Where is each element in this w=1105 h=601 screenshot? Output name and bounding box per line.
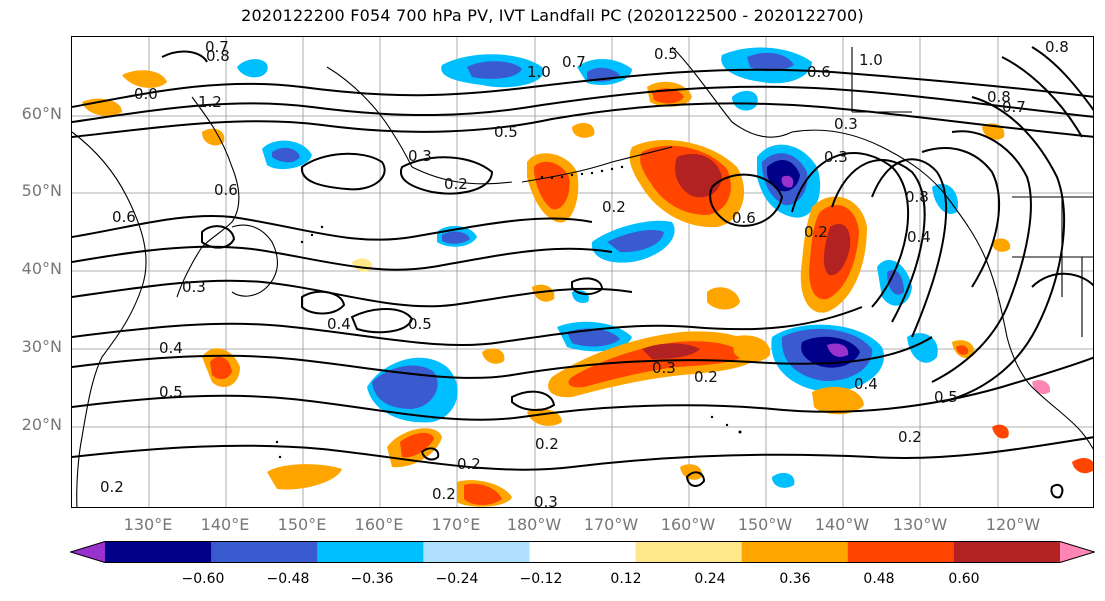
negative-anomaly-patches <box>237 47 958 488</box>
map-title: 2020122200 F054 700 hPa PV, IVT Landfall… <box>241 6 864 25</box>
colorbar-tick-label: −0.48 <box>266 571 310 587</box>
colorbar-segment <box>635 541 743 563</box>
colorbar-tick-label: 0.36 <box>779 571 811 587</box>
colorbar-segment <box>529 541 637 563</box>
lon-label: 130°W <box>892 515 948 534</box>
positive-anomaly-patches <box>82 70 1093 507</box>
contour-label: 0.6 <box>732 209 756 227</box>
map-panel: 0.7 0.8 1.2 0.0 1.0 0.7 0.5 0.6 1.0 0.8 … <box>71 36 1094 508</box>
contour-label: 0.7 <box>1002 98 1026 116</box>
contour-label: 0.3 <box>652 359 676 377</box>
lon-label: 120°W <box>985 515 1041 534</box>
colorbar-segment <box>317 541 424 563</box>
colorbar-tick-label: −0.24 <box>435 571 479 587</box>
lon-label: 160°E <box>354 515 404 534</box>
colorbar-tick-label: 0.48 <box>863 571 895 587</box>
contour-label: 0.3 <box>408 147 432 165</box>
colorbar-segment <box>211 541 318 563</box>
contour-label: 0.2 <box>602 198 626 216</box>
contour-label: 0.4 <box>159 339 183 357</box>
colorbar-outline <box>68 541 1097 563</box>
contour-label: 0.2 <box>100 478 124 496</box>
lon-label: 170°W <box>583 515 639 534</box>
lat-label: 50°N <box>21 181 62 200</box>
lon-label: 150°E <box>277 515 327 534</box>
contour-label: 0.8 <box>1045 38 1069 56</box>
contour-label: 0.3 <box>182 278 206 296</box>
colorbar-segment <box>741 541 849 563</box>
contour-label: 0.2 <box>535 435 559 453</box>
contour-label: 0.5 <box>159 383 183 401</box>
lon-label: 150°W <box>737 515 793 534</box>
colorbar-segment <box>423 541 531 563</box>
contour-label: 0.6 <box>807 63 831 81</box>
contour-label: 0.2 <box>694 368 718 386</box>
contour-label: 1.2 <box>198 93 222 111</box>
contour-label: 0.2 <box>457 455 481 473</box>
lat-label: 20°N <box>21 415 62 434</box>
colorbar-segment <box>847 541 955 563</box>
contour-label: 0.5 <box>408 315 432 333</box>
colorbar <box>68 541 1097 563</box>
lat-label: 60°N <box>21 104 62 123</box>
colorbar-tick-label: 0.60 <box>948 571 980 587</box>
contour-label: 1.0 <box>859 51 883 69</box>
contour-label: 0.2 <box>804 223 828 241</box>
contour-label: 0.0 <box>134 85 158 103</box>
contour-label: 0.4 <box>854 375 878 393</box>
contour-label: 0.7 <box>562 53 586 71</box>
coastlines <box>72 46 1093 507</box>
lon-label: 170°E <box>431 515 481 534</box>
pv-contours <box>72 46 1093 499</box>
contour-label: 0.4 <box>907 228 931 246</box>
colorbar-extend-high <box>1060 541 1095 563</box>
contour-label: 0.3 <box>834 115 858 133</box>
lon-label: 140°W <box>814 515 870 534</box>
contour-label: 0.6 <box>214 181 238 199</box>
contour-label: 0.5 <box>494 123 518 141</box>
colorbar-segment <box>105 541 212 563</box>
colorbar-extend-low <box>70 541 105 563</box>
contour-label: 0.3 <box>534 493 558 508</box>
gridlines <box>72 37 1093 507</box>
contour-label: 0.4 <box>327 315 351 333</box>
colorbar-tick-label: 0.12 <box>610 571 642 587</box>
contour-label: 0.8 <box>905 188 929 206</box>
contour-label: 0.2 <box>898 428 922 446</box>
colorbar-tick-label: −0.12 <box>519 571 563 587</box>
lon-label: 140°E <box>200 515 250 534</box>
lon-label: 160°W <box>660 515 716 534</box>
contour-label: 0.8 <box>987 88 1011 106</box>
colorbar-tick-label: −0.60 <box>181 571 225 587</box>
contour-label: 0.2 <box>432 485 456 503</box>
colorbar-tick-label: −0.36 <box>350 571 394 587</box>
contour-labels: 0.7 0.8 1.2 0.0 1.0 0.7 0.5 0.6 1.0 0.8 … <box>100 38 1069 508</box>
colorbar-svg <box>68 541 1097 563</box>
contour-label: 0.8 <box>206 47 230 65</box>
colorbar-segment <box>953 541 1061 563</box>
map-canvas: 0.7 0.8 1.2 0.0 1.0 0.7 0.5 0.6 1.0 0.8 … <box>72 37 1093 508</box>
lon-label: 130°E <box>123 515 173 534</box>
contour-label: 0.5 <box>654 45 678 63</box>
lon-label: 180°W <box>506 515 562 534</box>
lat-label: 40°N <box>21 259 62 278</box>
contour-label: 0.6 <box>112 208 136 226</box>
contour-label: 0.7 <box>205 38 229 56</box>
contour-label: 0.3 <box>824 148 848 166</box>
contour-label: 1.0 <box>527 63 551 81</box>
contour-label: 0.2 <box>444 175 468 193</box>
contour-label: 0.5 <box>934 388 958 406</box>
lat-label: 30°N <box>21 337 62 356</box>
island-dots <box>275 165 742 459</box>
colorbar-tick-label: 0.24 <box>694 571 726 587</box>
